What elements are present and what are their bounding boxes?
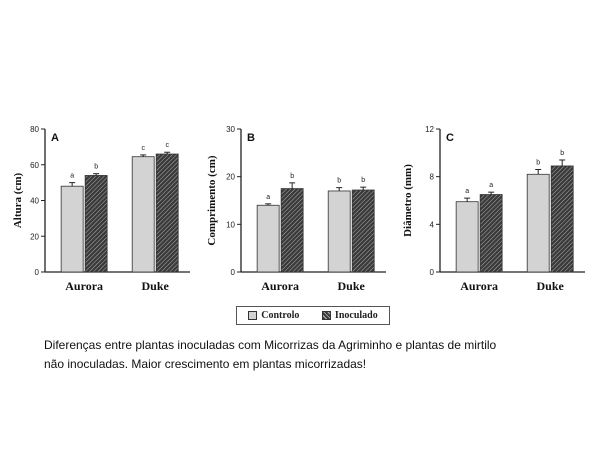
x-tick-label: Duke	[142, 279, 170, 293]
bar-inoculado	[550, 165, 574, 273]
legend-item-inoculado: Inoculado	[321, 310, 378, 321]
panel-letter: C	[446, 132, 454, 144]
y-tick-label: 80	[30, 125, 39, 134]
y-tick-label: 0	[231, 268, 236, 277]
y-tick-label: 12	[425, 125, 434, 134]
caption: Diferenças entre plantas inoculadas com …	[44, 336, 574, 374]
bar-inoculado	[351, 189, 375, 273]
significance-letter: b	[560, 150, 564, 157]
legend-label-inoculado: Inoculado	[334, 310, 378, 321]
legend-item-controlo: Controlo	[248, 310, 299, 321]
controlo-swatch	[248, 311, 258, 320]
y-tick-label: 20	[30, 232, 39, 241]
bar-controlo	[327, 190, 351, 273]
bar-controlo	[526, 173, 550, 273]
legend: Controlo Inoculado	[236, 306, 390, 325]
y-axis-label: Diâmetro (mm)	[402, 164, 414, 237]
significance-letter: b	[337, 178, 341, 185]
significance-letter: a	[465, 188, 469, 195]
significance-letter: c	[141, 145, 145, 152]
significance-letter: a	[266, 194, 270, 201]
x-tick-label: Duke	[537, 279, 565, 293]
x-tick-label: Aurora	[460, 279, 498, 293]
significance-letter: a	[70, 173, 74, 180]
bar-controlo	[256, 204, 280, 273]
y-tick-label: 10	[226, 220, 235, 229]
y-tick-label: 4	[430, 220, 435, 229]
panel-letter: A	[51, 132, 59, 144]
panel-b: 0 10 20 30 B Comprimento (cm) Aurora a b Duke b b	[206, 125, 386, 293]
bar-controlo	[60, 185, 84, 273]
bar-inoculado	[84, 175, 108, 273]
significance-letter: c	[165, 142, 169, 149]
bar-controlo	[455, 201, 479, 273]
significance-letter: b	[361, 177, 365, 184]
y-tick-label: 8	[430, 173, 435, 182]
caption-line-1: Diferenças entre plantas inoculadas com …	[44, 338, 497, 352]
inoculado-swatch	[321, 311, 331, 320]
y-tick-label: 60	[30, 161, 39, 170]
y-axis-label: Altura (cm)	[12, 173, 24, 229]
significance-letter: b	[94, 164, 98, 171]
significance-letter: a	[489, 182, 493, 189]
legend-label-controlo: Controlo	[261, 310, 300, 321]
significance-letter: b	[290, 173, 294, 180]
bar-inoculado	[155, 153, 179, 273]
x-tick-label: Duke	[338, 279, 366, 293]
x-tick-label: Aurora	[261, 279, 299, 293]
caption-line-2: não inoculadas. Maior crescimento em pla…	[44, 357, 367, 371]
panel-a: 0 20 40 60 80 A Altura (cm) Aurora a b Duke c c	[12, 125, 190, 293]
y-axis-label: Comprimento (cm)	[206, 155, 218, 245]
significance-letter: b	[536, 160, 540, 167]
bar-controlo	[131, 156, 155, 273]
y-tick-label: 0	[35, 268, 40, 277]
panel-c: 0 4 8 12 C Diâmetro (mm) Aurora a a Duke b b	[402, 125, 585, 293]
bar-inoculado	[280, 188, 304, 273]
y-tick-label: 0	[430, 268, 435, 277]
bar-inoculado	[479, 194, 503, 273]
x-tick-label: Aurora	[65, 279, 103, 293]
y-tick-label: 40	[30, 197, 39, 206]
y-tick-label: 30	[226, 125, 235, 134]
panel-letter: B	[247, 132, 255, 144]
y-tick-label: 20	[226, 173, 235, 182]
